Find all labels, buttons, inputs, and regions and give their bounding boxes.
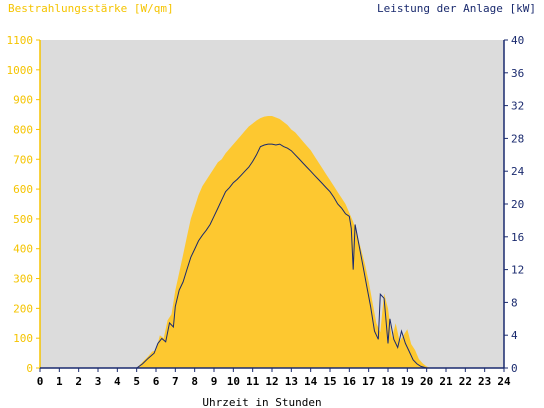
x-tick-label: 6 bbox=[153, 375, 160, 388]
right-tick-label: 8 bbox=[511, 296, 518, 309]
x-tick-label: 18 bbox=[381, 375, 394, 388]
x-tick-label: 1 bbox=[56, 375, 63, 388]
right-tick-label: 12 bbox=[511, 264, 524, 277]
right-tick-label: 28 bbox=[511, 132, 524, 145]
power-line bbox=[40, 143, 504, 369]
left-tick-label: 700 bbox=[13, 153, 33, 166]
right-tick-label: 36 bbox=[511, 67, 524, 80]
right-tick-label: 16 bbox=[511, 231, 524, 244]
x-tick-label: 2 bbox=[75, 375, 82, 388]
x-tick-label: 20 bbox=[420, 375, 433, 388]
x-tick-label: 8 bbox=[191, 375, 198, 388]
x-axis-label: Uhrzeit in Stunden bbox=[202, 396, 321, 408]
left-tick-label: 800 bbox=[13, 123, 33, 136]
x-tick-label: 4 bbox=[114, 375, 121, 388]
right-tick-label: 20 bbox=[511, 198, 524, 211]
x-tick-label: 13 bbox=[285, 375, 298, 388]
right-tick-label: 40 bbox=[511, 34, 524, 47]
x-tick-label: 22 bbox=[459, 375, 472, 388]
x-tick-label: 11 bbox=[246, 375, 260, 388]
left-tick-label: 200 bbox=[13, 302, 33, 315]
left-tick-label: 400 bbox=[13, 243, 33, 256]
x-tick-label: 9 bbox=[211, 375, 218, 388]
left-tick-label: 0 bbox=[26, 362, 33, 375]
x-tick-label: 10 bbox=[227, 375, 240, 388]
x-tick-label: 12 bbox=[265, 375, 278, 388]
x-tick-label: 15 bbox=[323, 375, 336, 388]
x-tick-label: 3 bbox=[95, 375, 102, 388]
left-tick-label: 1000 bbox=[7, 64, 34, 77]
left-tick-label: 300 bbox=[13, 273, 33, 286]
left-tick-label: 500 bbox=[13, 213, 33, 226]
right-tick-label: 4 bbox=[511, 329, 518, 342]
left-tick-label: 1100 bbox=[7, 34, 34, 47]
x-tick-label: 19 bbox=[401, 375, 414, 388]
x-tick-label: 5 bbox=[133, 375, 140, 388]
left-tick-label: 900 bbox=[13, 94, 33, 107]
x-tick-label: 14 bbox=[304, 375, 318, 388]
right-axis-title: Leistung der Anlage [kW] bbox=[377, 2, 536, 15]
x-tick-label: 16 bbox=[343, 375, 357, 388]
right-tick-label: 0 bbox=[511, 362, 518, 375]
x-tick-label: 21 bbox=[439, 375, 453, 388]
x-tick-label: 17 bbox=[362, 375, 375, 388]
right-tick-label: 32 bbox=[511, 100, 524, 113]
left-axis-title: Bestrahlungsstärke [W/qm] bbox=[8, 2, 174, 15]
x-tick-label: 7 bbox=[172, 375, 179, 388]
series-layer bbox=[40, 116, 504, 369]
x-tick-label: 23 bbox=[478, 375, 491, 388]
irradiance-area bbox=[40, 116, 504, 368]
tick-labels: 0100200300400500600700800900100011000481… bbox=[7, 34, 525, 388]
x-tick-label: 24 bbox=[497, 375, 511, 388]
left-tick-label: 600 bbox=[13, 183, 33, 196]
left-tick-label: 100 bbox=[13, 332, 33, 345]
x-tick-label: 0 bbox=[37, 375, 44, 388]
right-tick-label: 24 bbox=[511, 165, 525, 178]
